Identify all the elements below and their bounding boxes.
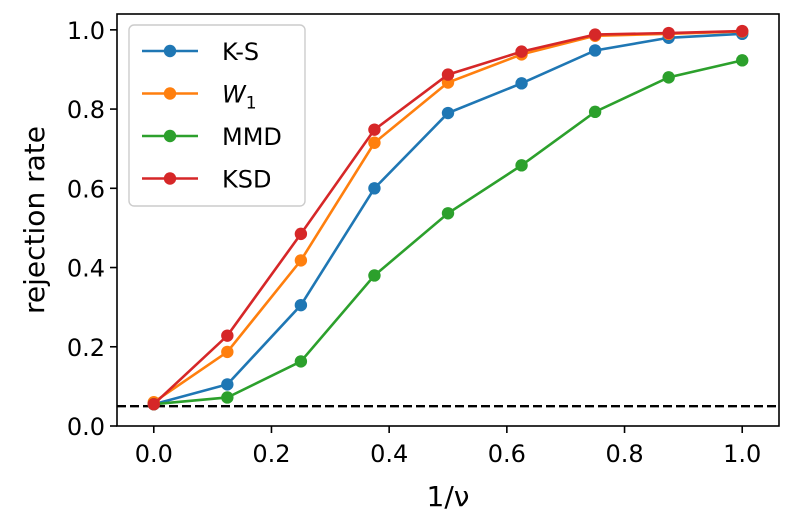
legend-marker-ksd <box>163 172 177 185</box>
data-point-mmd <box>736 54 749 67</box>
legend-marker-w <box>163 87 177 100</box>
data-point-k-s <box>368 182 381 195</box>
y-tick-label: 0.6 <box>67 175 105 203</box>
legend-label-subscript: 1 <box>246 94 257 114</box>
data-point-ksd <box>441 68 455 81</box>
x-tick-label: 0.6 <box>488 440 526 468</box>
data-point-mmd <box>662 71 675 84</box>
legend-marker-k-s <box>163 44 177 58</box>
legend-label-main: W <box>222 81 247 109</box>
x-tick-label: 0.4 <box>370 440 408 468</box>
data-point-ksd <box>662 26 675 40</box>
legend-label-w: W1 <box>222 81 257 114</box>
legend-marker-mmd <box>163 129 177 143</box>
axes-frame <box>116 13 780 427</box>
y-tick-label: 1.0 <box>67 17 105 45</box>
x-tick-label: 1.0 <box>723 440 761 468</box>
x-tick-label: 0.8 <box>605 440 643 468</box>
y-tick-label: 0.8 <box>67 96 105 124</box>
data-point-ksd <box>368 123 381 136</box>
data-point-mmd <box>515 159 528 172</box>
legend-frame <box>128 24 306 207</box>
data-point-mmd <box>588 105 602 119</box>
data-point-w <box>294 254 308 267</box>
data-point-k-s <box>515 77 528 90</box>
y-tick-label: 0.4 <box>67 255 105 283</box>
data-point-k-s <box>441 106 455 120</box>
x-tick-label: 0.0 <box>135 440 173 468</box>
legend-label-ksd: KSD <box>222 166 271 194</box>
data-point-mmd <box>441 207 455 220</box>
plot-area <box>117 24 779 411</box>
data-point-k-s <box>294 298 308 312</box>
data-point-ksd <box>294 227 308 241</box>
legend-label-k-s: K-S <box>222 38 259 66</box>
data-point-ksd <box>736 24 749 38</box>
x-axis-label: 1/ν <box>427 480 470 513</box>
y-tick-label: 0.2 <box>67 334 105 362</box>
legend-label-mmd: MMD <box>222 123 282 151</box>
axes: 0.0 0.2 0.4 0.6 0.8 1.0 0.0 0.2 0.4 0.6 0.8 1.0 <box>67 13 780 468</box>
data-point-ksd <box>221 329 234 342</box>
data-point-k-s <box>588 44 602 57</box>
data-point-mmd <box>294 355 308 368</box>
legend: K-S W1 MMD KSD <box>128 24 306 207</box>
data-point-w <box>368 136 381 149</box>
x-tick-label: 0.2 <box>252 440 290 468</box>
data-point-ksd <box>147 398 160 411</box>
y-axis-label: rejection rate <box>18 126 51 314</box>
y-tick-label: 0.0 <box>67 413 105 441</box>
data-point-mmd <box>221 391 234 404</box>
data-point-ksd <box>588 28 602 41</box>
data-point-ksd <box>515 45 528 58</box>
data-point-k-s <box>221 378 234 391</box>
data-point-mmd <box>368 269 381 282</box>
data-point-w <box>221 345 234 359</box>
